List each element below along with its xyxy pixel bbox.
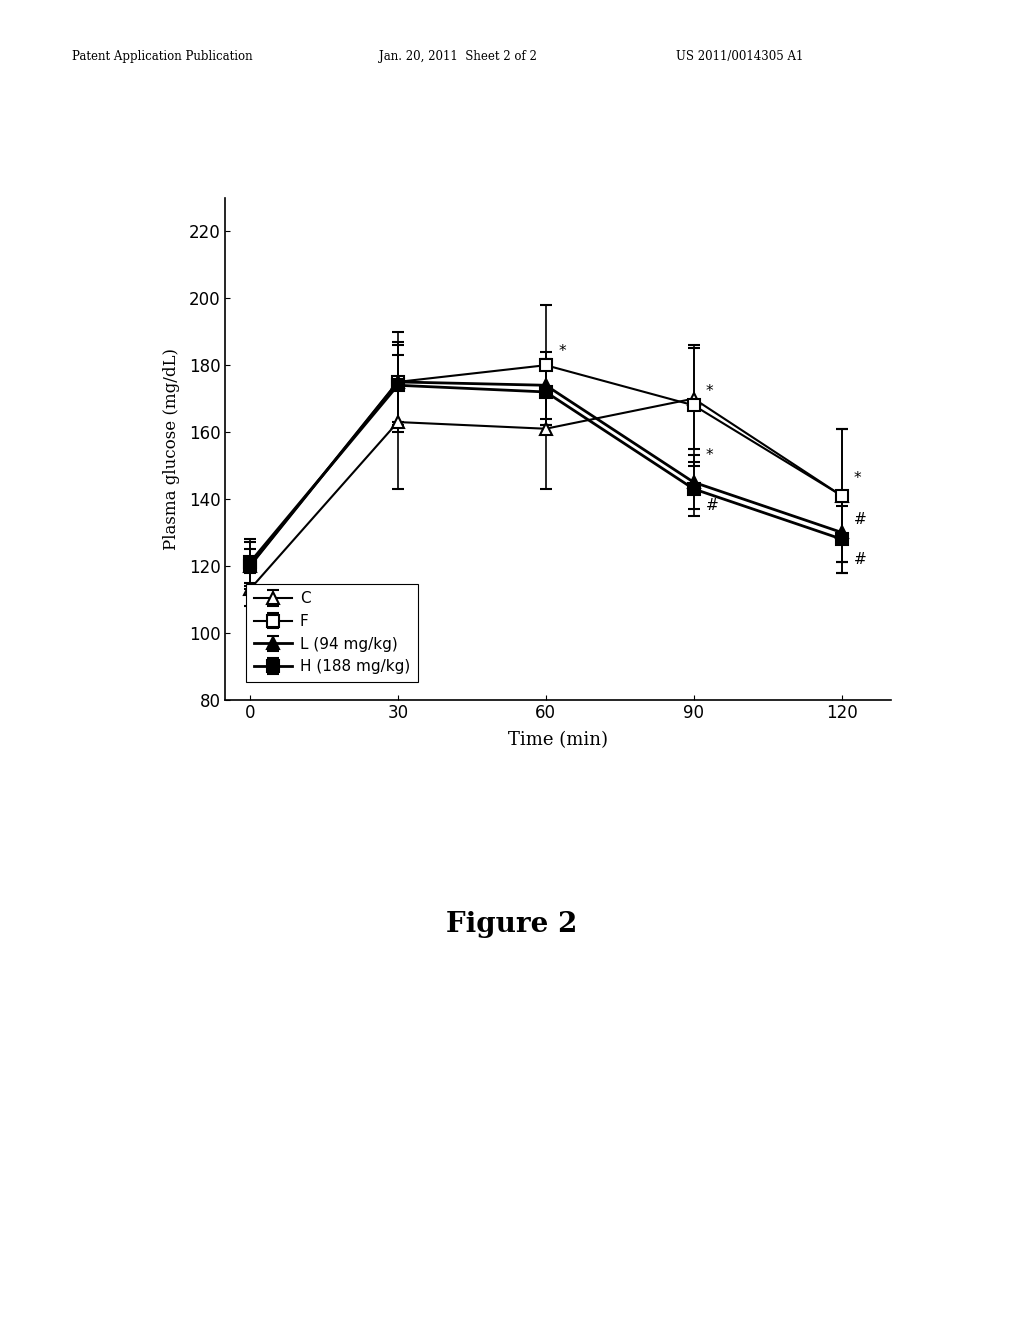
Text: *: * <box>854 471 861 486</box>
Y-axis label: Plasma glucose (mg/dL): Plasma glucose (mg/dL) <box>164 347 180 550</box>
Text: Patent Application Publication: Patent Application Publication <box>72 50 252 63</box>
Text: *: * <box>558 345 565 359</box>
Text: #: # <box>854 512 866 527</box>
Text: Jan. 20, 2011  Sheet 2 of 2: Jan. 20, 2011 Sheet 2 of 2 <box>379 50 537 63</box>
Text: #: # <box>854 552 866 566</box>
Text: *: * <box>706 447 714 463</box>
Legend: C, F, L (94 mg/kg), H (188 mg/kg): C, F, L (94 mg/kg), H (188 mg/kg) <box>246 583 418 682</box>
Text: #: # <box>706 498 719 513</box>
Text: US 2011/0014305 A1: US 2011/0014305 A1 <box>676 50 803 63</box>
Text: Figure 2: Figure 2 <box>446 911 578 937</box>
X-axis label: Time (min): Time (min) <box>508 731 608 748</box>
Text: *: * <box>706 384 714 400</box>
